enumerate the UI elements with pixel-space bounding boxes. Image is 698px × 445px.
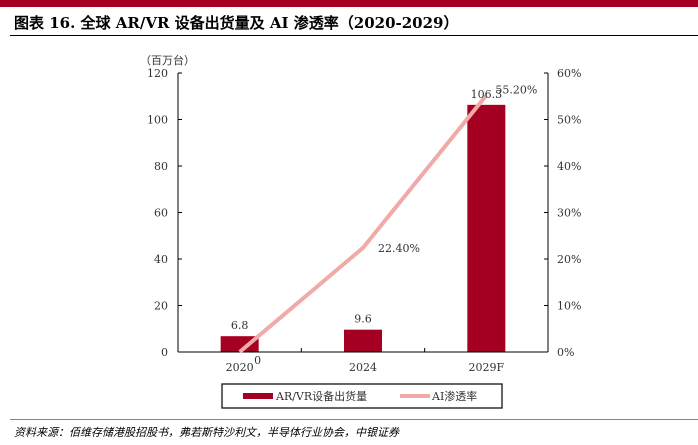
x-tick-label: 2024 [349,361,377,374]
legend-label: AI渗透率 [431,389,477,403]
line-data-label: 22.40% [378,242,420,255]
bar-data-label: 9.6 [354,313,372,326]
legend [221,383,503,409]
y-tick-label: 80 [154,160,168,173]
bar [220,336,259,352]
y-tick-label: 0 [161,346,168,359]
line-series [238,94,488,354]
y2-tick-label: 10% [557,300,581,313]
y-tick-label: 20 [154,300,168,313]
y-tick-label: 60 [154,207,168,220]
y2-tick-label: 50% [557,114,581,127]
y2-tick-label: 40% [557,160,581,173]
y-tick-label: 40 [154,253,168,266]
x-tick-label: 2020 [226,361,254,374]
y2-tick-label: 30% [557,207,581,220]
source-divider [10,419,698,420]
y2-tick-label: 0% [557,346,574,359]
y-tick-label: 100 [147,114,168,127]
y2-tick-label: 20% [557,253,581,266]
y-tick-label: 120 [147,67,168,80]
bar-data-label: 106.3 [471,88,503,101]
title-divider [10,35,698,36]
bar [344,329,382,352]
source-note: 资料来源：佰维存储港股招股书，弗若斯特沙利文，半导体行业协会，中银证券 [14,426,399,439]
bar-data-label: 6.8 [231,319,249,332]
y2-tick-label: 60% [557,67,581,80]
x-tick-label: 2029F [469,361,505,374]
legend-bar-swatch [243,393,273,399]
y-axis-unit: （百万台） [140,53,195,67]
brand-bar [0,0,698,7]
line-data-label: 0 [254,354,261,367]
bar [467,104,506,352]
figure-title: 图表 16. 全球 AR/VR 设备出货量及 AI 渗透率（2020-2029） [14,14,459,32]
line-data-label: 55.20% [495,83,537,96]
legend-label: AR/VR设备出货量 [275,389,367,403]
